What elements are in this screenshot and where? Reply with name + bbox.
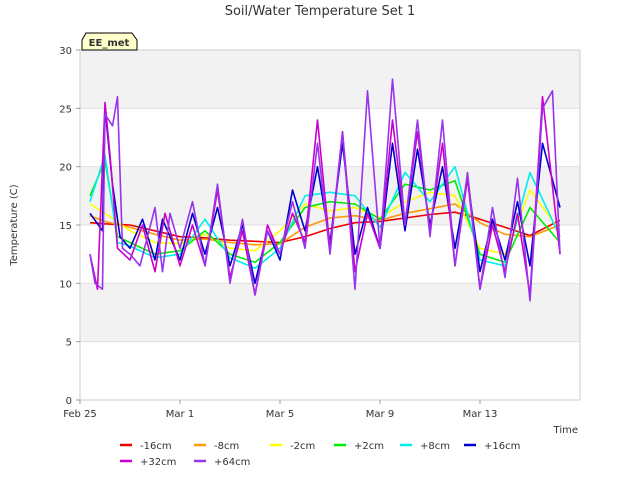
series-lines <box>89 78 561 302</box>
y-tick-label: 5 <box>66 338 72 349</box>
legend-label: -2cm <box>290 441 315 452</box>
grid-band <box>80 166 580 225</box>
legend-label: +32cm <box>140 457 176 468</box>
x-tick-label: Mar 13 <box>463 409 498 420</box>
y-axis: 0 5 10 15 20 25 30 <box>59 46 80 407</box>
legend-label: +64cm <box>214 457 250 468</box>
series-line-64cm <box>89 78 561 302</box>
legend-label: -16cm <box>140 441 172 452</box>
legend-label: +8cm <box>420 441 450 452</box>
chart-title: Soil/Water Temperature Set 1 <box>225 4 416 19</box>
legend-label: -8cm <box>214 441 239 452</box>
legend: -16cm -8cm -2cm +2cm +8cm +16cm +32cm +64cm <box>120 441 520 468</box>
series-line-16cm <box>89 211 561 244</box>
y-tick-label: 20 <box>59 163 72 174</box>
grid-band <box>80 50 580 109</box>
y-tick-label: 25 <box>59 104 72 115</box>
x-tick-label: Mar 5 <box>266 409 294 420</box>
x-tick-label: Feb 25 <box>63 409 97 420</box>
grid-band <box>80 283 580 342</box>
plot-bands <box>80 49 580 401</box>
y-tick-label: 15 <box>59 221 72 232</box>
x-axis: Feb 25 Mar 1 Mar 5 Mar 9 Mar 13 <box>63 400 497 420</box>
badge-shape <box>81 32 138 51</box>
badge-label: EE_met <box>89 38 130 49</box>
y-tick-label: 30 <box>59 46 72 57</box>
legend-label: +16cm <box>484 441 520 452</box>
legend-label: +2cm <box>354 441 384 452</box>
x-tick-label: Mar 9 <box>366 409 394 420</box>
x-tick-label: Mar 1 <box>166 409 194 420</box>
y-tick-label: 10 <box>59 279 72 290</box>
y-tick-label: 0 <box>66 396 72 407</box>
y-axis-label: Temperature (C) <box>9 184 20 266</box>
series-line-8cm <box>89 154 561 270</box>
grid-band <box>80 341 580 400</box>
grid-band <box>80 108 580 167</box>
site-badge: EE_met <box>81 32 138 51</box>
x-axis-label: Time <box>553 425 578 436</box>
